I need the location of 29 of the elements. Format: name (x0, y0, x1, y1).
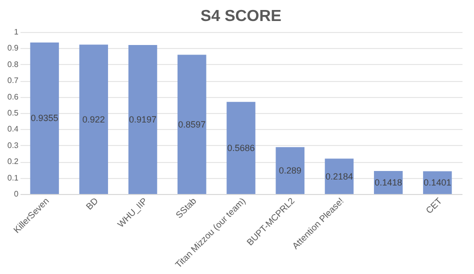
y-tick-label: 0.4 (7, 124, 20, 134)
data-label: 0.2184 (325, 171, 353, 182)
y-tick-label: 0.1 (7, 173, 20, 182)
y-tick-label: 0.5 (7, 108, 20, 118)
y-tick-label: 1 (14, 28, 20, 36)
bar (276, 147, 304, 194)
data-label: 0.5686 (227, 142, 255, 153)
bar (128, 45, 158, 194)
data-label: 0.9355 (30, 113, 58, 124)
y-tick-label: 0.3 (7, 140, 20, 150)
y-tick-label: 0.6 (7, 92, 20, 102)
bar (178, 54, 206, 194)
data-label: 0.1418 (374, 178, 402, 188)
data-label: 0.1401 (424, 178, 452, 188)
data-label: 0.289 (278, 166, 302, 176)
y-tick-label: 0.9 (7, 44, 20, 53)
bar (79, 44, 108, 194)
data-label: 0.9197 (129, 114, 157, 125)
bar (324, 158, 354, 194)
chart-title: S4 SCORE (200, 8, 282, 25)
y-tick-label: 0 (14, 190, 20, 198)
y-tick-label: 0.2 (7, 157, 20, 166)
bar (226, 102, 256, 194)
data-label: 0.8597 (178, 119, 206, 130)
x-tick-label: BD (84, 195, 100, 212)
bar (30, 42, 59, 194)
y-tick-label: 0.7 (7, 76, 20, 86)
data-label: 0.922 (82, 114, 105, 124)
y-tick-label: 0.8 (7, 60, 20, 69)
